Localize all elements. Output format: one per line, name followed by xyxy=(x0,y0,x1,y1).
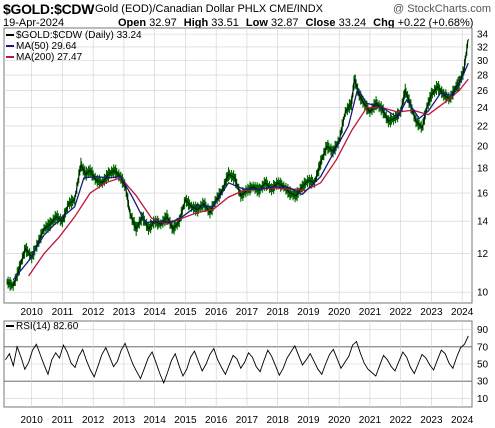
price-y-tick-label: 18 xyxy=(477,164,489,175)
x-tick-label: 2022 xyxy=(390,415,413,426)
x-tick-label: 2014 xyxy=(144,415,167,426)
x-tick-label: 2011 xyxy=(52,307,74,318)
price-y-tick-label: 12 xyxy=(477,249,489,260)
x-axis-top: 2010 2011 2012 2013 2014 2015 2016 2017 2018 2019… xyxy=(21,307,474,318)
price-y-tick-label: 10 xyxy=(477,288,489,299)
ohlc-readout: Open 32.97 High 33.51 Low 32.87 Close 33… xyxy=(118,17,477,29)
ma50-line xyxy=(12,62,469,281)
chg-value: +0.22 (+0.68%) xyxy=(397,17,474,29)
legend-entry: MA(200) 27.47 xyxy=(16,52,83,63)
watermark: @ StockCharts.com xyxy=(393,3,491,15)
x-tick-label: 2024 xyxy=(451,307,474,318)
rsi-y-tick-labels: 10 30 50 70 90 xyxy=(477,325,489,405)
legend-entry: MA(50) 29.64 xyxy=(16,41,77,52)
price-y-tick-label: 22 xyxy=(477,121,489,132)
rsi-series-group xyxy=(5,335,469,385)
x-tick-label: 2019 xyxy=(297,307,320,318)
x-tick-label: 2010 xyxy=(21,415,44,426)
rsi-y-tick-label: 10 xyxy=(477,394,489,405)
rsi-y-tick-label: 90 xyxy=(477,325,489,336)
x-tick-label: 2019 xyxy=(297,415,320,426)
x-tick-label: 2017 xyxy=(236,307,259,318)
x-tick-label: 2020 xyxy=(328,307,351,318)
rsi-legend: RSI(14) 82.60 xyxy=(6,321,79,332)
price-y-tick-label: 26 xyxy=(477,86,489,97)
rsi-gridlines xyxy=(4,321,472,407)
x-tick-label: 2010 xyxy=(21,307,44,318)
x-tick-label: 2016 xyxy=(205,307,228,318)
x-tick-label: 2015 xyxy=(174,307,197,318)
price-y-tick-label: 28 xyxy=(477,71,489,82)
x-tick-label: 2023 xyxy=(420,307,443,318)
close-label: Close xyxy=(305,17,336,29)
price-y-tick-label: 32 xyxy=(477,42,489,53)
rsi-legend-entry: RSI(14) 82.60 xyxy=(16,321,79,332)
rsi-line xyxy=(5,335,469,385)
chg-label: Chg xyxy=(373,17,395,29)
x-tick-label: 2017 xyxy=(236,415,259,426)
rsi-y-tick-label: 50 xyxy=(477,360,489,371)
x-tick-label: 2021 xyxy=(359,415,382,426)
open-label: Open xyxy=(118,17,147,29)
rsi-y-tick-label: 30 xyxy=(477,377,489,388)
open-value: 32.97 xyxy=(149,17,177,29)
x-tick-label: 2012 xyxy=(82,307,105,318)
x-tick-label: 2016 xyxy=(205,415,228,426)
quote-date: 19-Apr-2024 xyxy=(3,17,65,29)
x-tick-label: 2013 xyxy=(113,415,136,426)
rsi-panel: 10 30 50 70 90 RSI(14) 82.60 xyxy=(3,320,489,408)
low-label: Low xyxy=(245,17,268,29)
low-value: 32.87 xyxy=(270,17,299,29)
x-tick-label: 2024 xyxy=(451,415,474,426)
price-y-tick-label: 34 xyxy=(477,30,489,41)
price-y-tick-label: 20 xyxy=(477,142,489,153)
price-y-tick-label: 14 xyxy=(477,217,489,228)
x-tick-label: 2022 xyxy=(390,307,413,318)
high-label: High xyxy=(183,17,209,29)
x-axis-bottom: 2010 2011 2012 2013 2014 2015 2016 2017 2018 2019… xyxy=(21,415,474,426)
x-tick-label: 2021 xyxy=(359,307,382,318)
x-tick-label: 2020 xyxy=(328,415,351,426)
rsi-y-tick-label: 70 xyxy=(477,342,489,353)
symbol-description: Gold (EOD)/Canadian Dollar PHLX CME/INDX xyxy=(95,3,324,15)
price-plot-area xyxy=(3,27,473,304)
x-tick-label: 2011 xyxy=(52,415,74,426)
x-tick-label: 2018 xyxy=(267,415,290,426)
price-y-tick-label: 30 xyxy=(477,56,489,67)
x-tick-label: 2014 xyxy=(144,307,167,318)
x-tick-label: 2013 xyxy=(113,307,136,318)
price-series-group xyxy=(6,38,469,291)
x-tick-label: 2018 xyxy=(267,307,290,318)
symbol-title: $GOLD:$CDW xyxy=(3,1,95,17)
price-y-tick-label: 24 xyxy=(477,103,489,114)
x-tick-label: 2012 xyxy=(82,415,105,426)
close-value: 33.24 xyxy=(338,17,367,29)
legend-entry: $GOLD:$CDW (Daily) 33.24 xyxy=(16,30,142,41)
x-tick-label: 2015 xyxy=(174,415,197,426)
x-tick-label: 2023 xyxy=(420,415,443,426)
chart-header: $GOLD:$CDW Gold (EOD)/Canadian Dollar PH… xyxy=(0,0,495,32)
high-value: 33.51 xyxy=(211,17,239,29)
price-y-tick-label: 16 xyxy=(477,189,489,200)
